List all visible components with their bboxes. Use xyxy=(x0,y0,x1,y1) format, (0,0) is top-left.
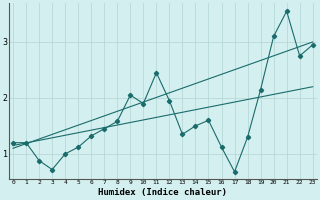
X-axis label: Humidex (Indice chaleur): Humidex (Indice chaleur) xyxy=(98,188,228,197)
